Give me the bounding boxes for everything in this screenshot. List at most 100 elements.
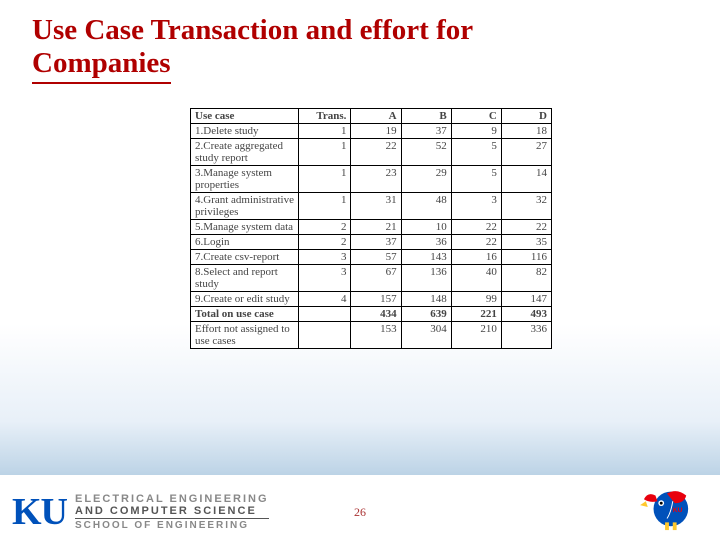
use-case-table-container: Use case Trans. A B C D 1.Delete study11… (190, 108, 552, 349)
table-row: 6.Login237362235 (191, 235, 552, 250)
table-row: 5.Manage system data221102222 (191, 220, 552, 235)
cell-c: 22 (451, 235, 501, 250)
footer: KU ELECTRICAL ENGINEERING AND COMPUTER S… (0, 478, 720, 540)
cell-c: 9 (451, 124, 501, 139)
cell-trans (299, 307, 351, 322)
header-c: C (451, 109, 501, 124)
header-d: D (501, 109, 551, 124)
cell-d: 27 (501, 139, 551, 166)
header-b: B (401, 109, 451, 124)
cell-uc: 8.Select and report study (191, 265, 299, 292)
dept-line-3: SCHOOL OF ENGINEERING (75, 520, 269, 531)
cell-a: 67 (351, 265, 401, 292)
cell-b: 37 (401, 124, 451, 139)
cell-b: 304 (401, 322, 451, 349)
slide: Use Case Transaction and effort for Comp… (0, 0, 720, 540)
cell-uc: Total on use case (191, 307, 299, 322)
cell-b: 136 (401, 265, 451, 292)
table-row: 1.Delete study11937918 (191, 124, 552, 139)
cell-a: 434 (351, 307, 401, 322)
ku-wordmark: KU (12, 490, 67, 534)
table-row: 8.Select and report study3671364082 (191, 265, 552, 292)
jayhawk-icon: KU (638, 482, 696, 532)
cell-c: 99 (451, 292, 501, 307)
page-number: 26 (354, 505, 366, 520)
cell-trans: 3 (299, 250, 351, 265)
table-row: 9.Create or edit study415714899147 (191, 292, 552, 307)
header-a: A (351, 109, 401, 124)
cell-a: 157 (351, 292, 401, 307)
cell-trans: 1 (299, 193, 351, 220)
cell-c: 3 (451, 193, 501, 220)
table-row: Effort not assigned to use cases 15330421… (191, 322, 552, 349)
cell-a: 19 (351, 124, 401, 139)
cell-a: 57 (351, 250, 401, 265)
cell-a: 23 (351, 166, 401, 193)
svg-text:KU: KU (673, 507, 683, 514)
table-row: Total on use case 434639221493 (191, 307, 552, 322)
cell-c: 5 (451, 139, 501, 166)
cell-c: 16 (451, 250, 501, 265)
cell-b: 29 (401, 166, 451, 193)
cell-uc: 2.Create aggregated study report (191, 139, 299, 166)
cell-trans (299, 322, 351, 349)
title-line-2: Companies (32, 47, 171, 83)
cell-trans: 2 (299, 235, 351, 250)
cell-a: 153 (351, 322, 401, 349)
title-line-1: Use Case Transaction and effort for (32, 14, 473, 46)
cell-uc: 4.Grant administrative privileges (191, 193, 299, 220)
cell-a: 22 (351, 139, 401, 166)
table-row: 4.Grant administrative privileges1314833… (191, 193, 552, 220)
cell-d: 14 (501, 166, 551, 193)
cell-b: 639 (401, 307, 451, 322)
slide-title: Use Case Transaction and effort for Comp… (32, 14, 473, 84)
cell-trans: 1 (299, 166, 351, 193)
cell-uc: 3.Manage system properties (191, 166, 299, 193)
dept-line-1: ELECTRICAL ENGINEERING (75, 493, 269, 505)
cell-d: 147 (501, 292, 551, 307)
cell-uc: 5.Manage system data (191, 220, 299, 235)
cell-b: 143 (401, 250, 451, 265)
header-usecase: Use case (191, 109, 299, 124)
cell-uc: 7.Create csv-report (191, 250, 299, 265)
cell-a: 31 (351, 193, 401, 220)
cell-b: 10 (401, 220, 451, 235)
cell-d: 32 (501, 193, 551, 220)
ku-department-text: ELECTRICAL ENGINEERING AND COMPUTER SCIE… (75, 493, 269, 531)
cell-trans: 4 (299, 292, 351, 307)
table-header-row: Use case Trans. A B C D (191, 109, 552, 124)
cell-trans: 2 (299, 220, 351, 235)
cell-d: 82 (501, 265, 551, 292)
header-trans: Trans. (299, 109, 351, 124)
cell-b: 148 (401, 292, 451, 307)
cell-d: 35 (501, 235, 551, 250)
cell-uc: 9.Create or edit study (191, 292, 299, 307)
cell-d: 116 (501, 250, 551, 265)
cell-c: 40 (451, 265, 501, 292)
cell-d: 493 (501, 307, 551, 322)
use-case-table: Use case Trans. A B C D 1.Delete study11… (190, 108, 552, 349)
cell-trans: 3 (299, 265, 351, 292)
cell-uc: Effort not assigned to use cases (191, 322, 299, 349)
cell-trans: 1 (299, 139, 351, 166)
table-row: 2.Create aggregated study report12252527 (191, 139, 552, 166)
cell-trans: 1 (299, 124, 351, 139)
cell-c: 210 (451, 322, 501, 349)
table-row: 7.Create csv-report35714316116 (191, 250, 552, 265)
cell-a: 37 (351, 235, 401, 250)
table-row: 3.Manage system properties12329514 (191, 166, 552, 193)
cell-c: 22 (451, 220, 501, 235)
cell-c: 5 (451, 166, 501, 193)
cell-d: 336 (501, 322, 551, 349)
cell-uc: 6.Login (191, 235, 299, 250)
dept-line-2: AND COMPUTER SCIENCE (75, 505, 269, 519)
cell-uc: 1.Delete study (191, 124, 299, 139)
cell-d: 22 (501, 220, 551, 235)
cell-b: 48 (401, 193, 451, 220)
ku-logo-block: KU ELECTRICAL ENGINEERING AND COMPUTER S… (12, 490, 269, 534)
cell-a: 21 (351, 220, 401, 235)
cell-b: 36 (401, 235, 451, 250)
cell-b: 52 (401, 139, 451, 166)
cell-d: 18 (501, 124, 551, 139)
cell-c: 221 (451, 307, 501, 322)
